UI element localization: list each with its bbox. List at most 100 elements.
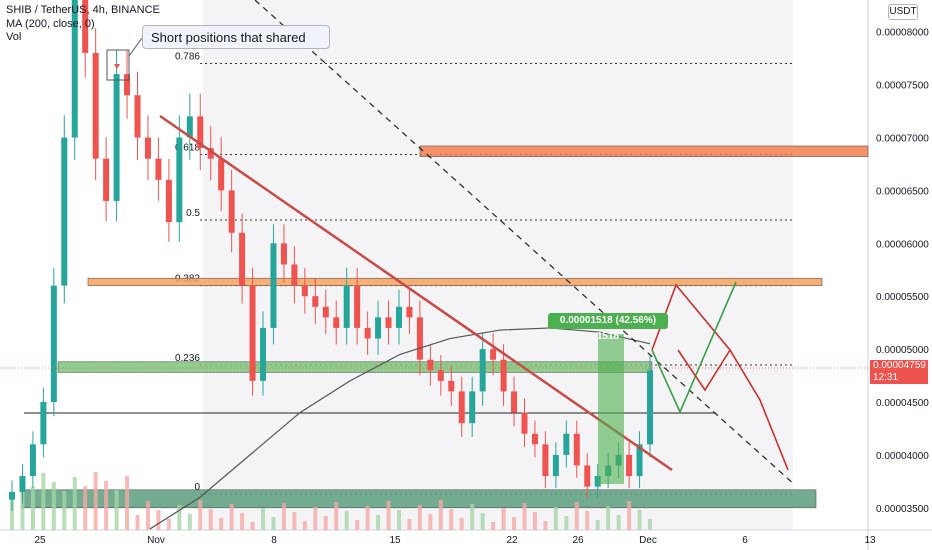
ma200-line — [149, 327, 651, 530]
volume-bar — [10, 492, 14, 530]
volume-bar — [229, 504, 234, 530]
ma-indicator-label[interactable]: MA (200, close, 0) — [6, 18, 95, 30]
annotation-callout[interactable]: Short positions that shared — [142, 25, 330, 49]
candle-body — [270, 243, 277, 328]
candle-body — [500, 359, 507, 392]
fib-level-label: 0.5 — [186, 208, 200, 219]
volume-bar — [376, 515, 381, 530]
y-tick-label: 0.00006500 — [876, 186, 929, 197]
x-tick-label: 26 — [572, 535, 584, 546]
candle-body — [354, 285, 361, 328]
candle-body — [103, 158, 110, 201]
volume-bar — [271, 517, 276, 530]
volume-bar — [219, 518, 224, 530]
callout-marker-box — [106, 49, 130, 81]
y-tick-label: 0.00008000 — [876, 28, 929, 39]
x-tick-label: 15 — [389, 535, 401, 546]
volume-bar — [396, 510, 401, 530]
x-tick-label: Nov — [147, 535, 165, 546]
volume-bar — [334, 502, 339, 530]
volume-bar — [501, 508, 506, 530]
candle-body — [469, 391, 476, 424]
short-marker-icon — [114, 64, 120, 69]
volume-bar — [114, 490, 119, 530]
session-background — [203, 0, 793, 530]
fib-level-label: 0.618 — [175, 142, 200, 153]
volume-bar — [365, 506, 370, 530]
y-tick-label: 0.00007000 — [876, 134, 929, 145]
callout-pointer — [128, 37, 143, 57]
volume-bar — [627, 501, 632, 530]
volume-bar — [41, 473, 46, 530]
currency-button[interactable]: USDT — [888, 4, 918, 20]
volume-bar — [459, 518, 464, 530]
volume-bar — [250, 522, 255, 530]
x-tick-label: 8 — [271, 535, 277, 546]
y-tick-label: 0.00005500 — [876, 292, 929, 303]
volume-bar — [30, 487, 35, 530]
volume-bar — [72, 477, 77, 530]
candle-body — [280, 243, 287, 265]
volume-bar — [20, 478, 25, 530]
x-tick-label: Dec — [639, 535, 657, 546]
candle-body — [343, 285, 350, 328]
y-tick-label: 0.00006000 — [876, 239, 929, 250]
volume-bar — [261, 508, 266, 530]
candle-body — [552, 454, 559, 477]
x-tick-label: 13 — [864, 535, 876, 546]
y-tick-label: 0.00004000 — [876, 451, 929, 462]
candle-body — [312, 296, 319, 307]
volume-bar — [145, 501, 150, 530]
volume-bar — [637, 510, 642, 530]
candle-body — [50, 285, 57, 402]
volume-bar — [83, 486, 88, 530]
volume-bar — [93, 472, 98, 530]
volume-bar — [302, 521, 307, 530]
volume-bar — [522, 503, 527, 530]
candle-body — [531, 433, 538, 445]
fib-level-label: 0.786 — [175, 51, 200, 62]
candle-body — [333, 317, 340, 328]
volume-bar — [438, 500, 443, 530]
volume-bar — [606, 506, 611, 530]
volume-bar — [595, 520, 600, 530]
volume-bar — [532, 512, 537, 530]
volume-bar — [208, 509, 213, 530]
candle-body — [186, 116, 193, 138]
candle-body — [301, 285, 308, 297]
volume-bar — [51, 482, 56, 530]
projection-inner-path — [677, 349, 731, 392]
volume-bar — [417, 505, 422, 530]
x-tick-label: 22 — [506, 535, 518, 546]
volume-bar — [344, 511, 349, 530]
projection-bullish-path — [651, 281, 737, 414]
candle-body — [92, 52, 99, 159]
volume-bar — [480, 513, 485, 530]
x-tick-label: 25 — [34, 535, 46, 546]
candle-body — [239, 232, 246, 286]
volume-bar — [292, 512, 297, 530]
candle-body — [563, 433, 570, 455]
volume-bar — [355, 520, 360, 530]
candle-body — [165, 179, 172, 223]
volume-bar — [313, 507, 318, 530]
volume-indicator-label[interactable]: Vol — [6, 31, 22, 43]
candle-body — [406, 306, 413, 318]
descending-trendline — [159, 114, 673, 472]
candle-body — [29, 444, 36, 477]
y-tick-label: 0.00005000 — [876, 345, 929, 356]
volume-bar — [125, 476, 130, 530]
volume-bar — [240, 513, 245, 530]
candle-body — [61, 137, 68, 286]
zone-support-green — [57, 361, 653, 373]
x-tick-label: 6 — [742, 535, 748, 546]
candle-body — [395, 306, 402, 328]
y-tick-label: 0.00007500 — [876, 81, 929, 92]
y-tick-label: 0.00004500 — [876, 398, 929, 409]
candle-body — [322, 306, 329, 318]
candle-body — [416, 317, 423, 360]
candle-body — [375, 317, 382, 339]
candle-body — [521, 412, 528, 434]
volume-bar — [449, 509, 454, 530]
